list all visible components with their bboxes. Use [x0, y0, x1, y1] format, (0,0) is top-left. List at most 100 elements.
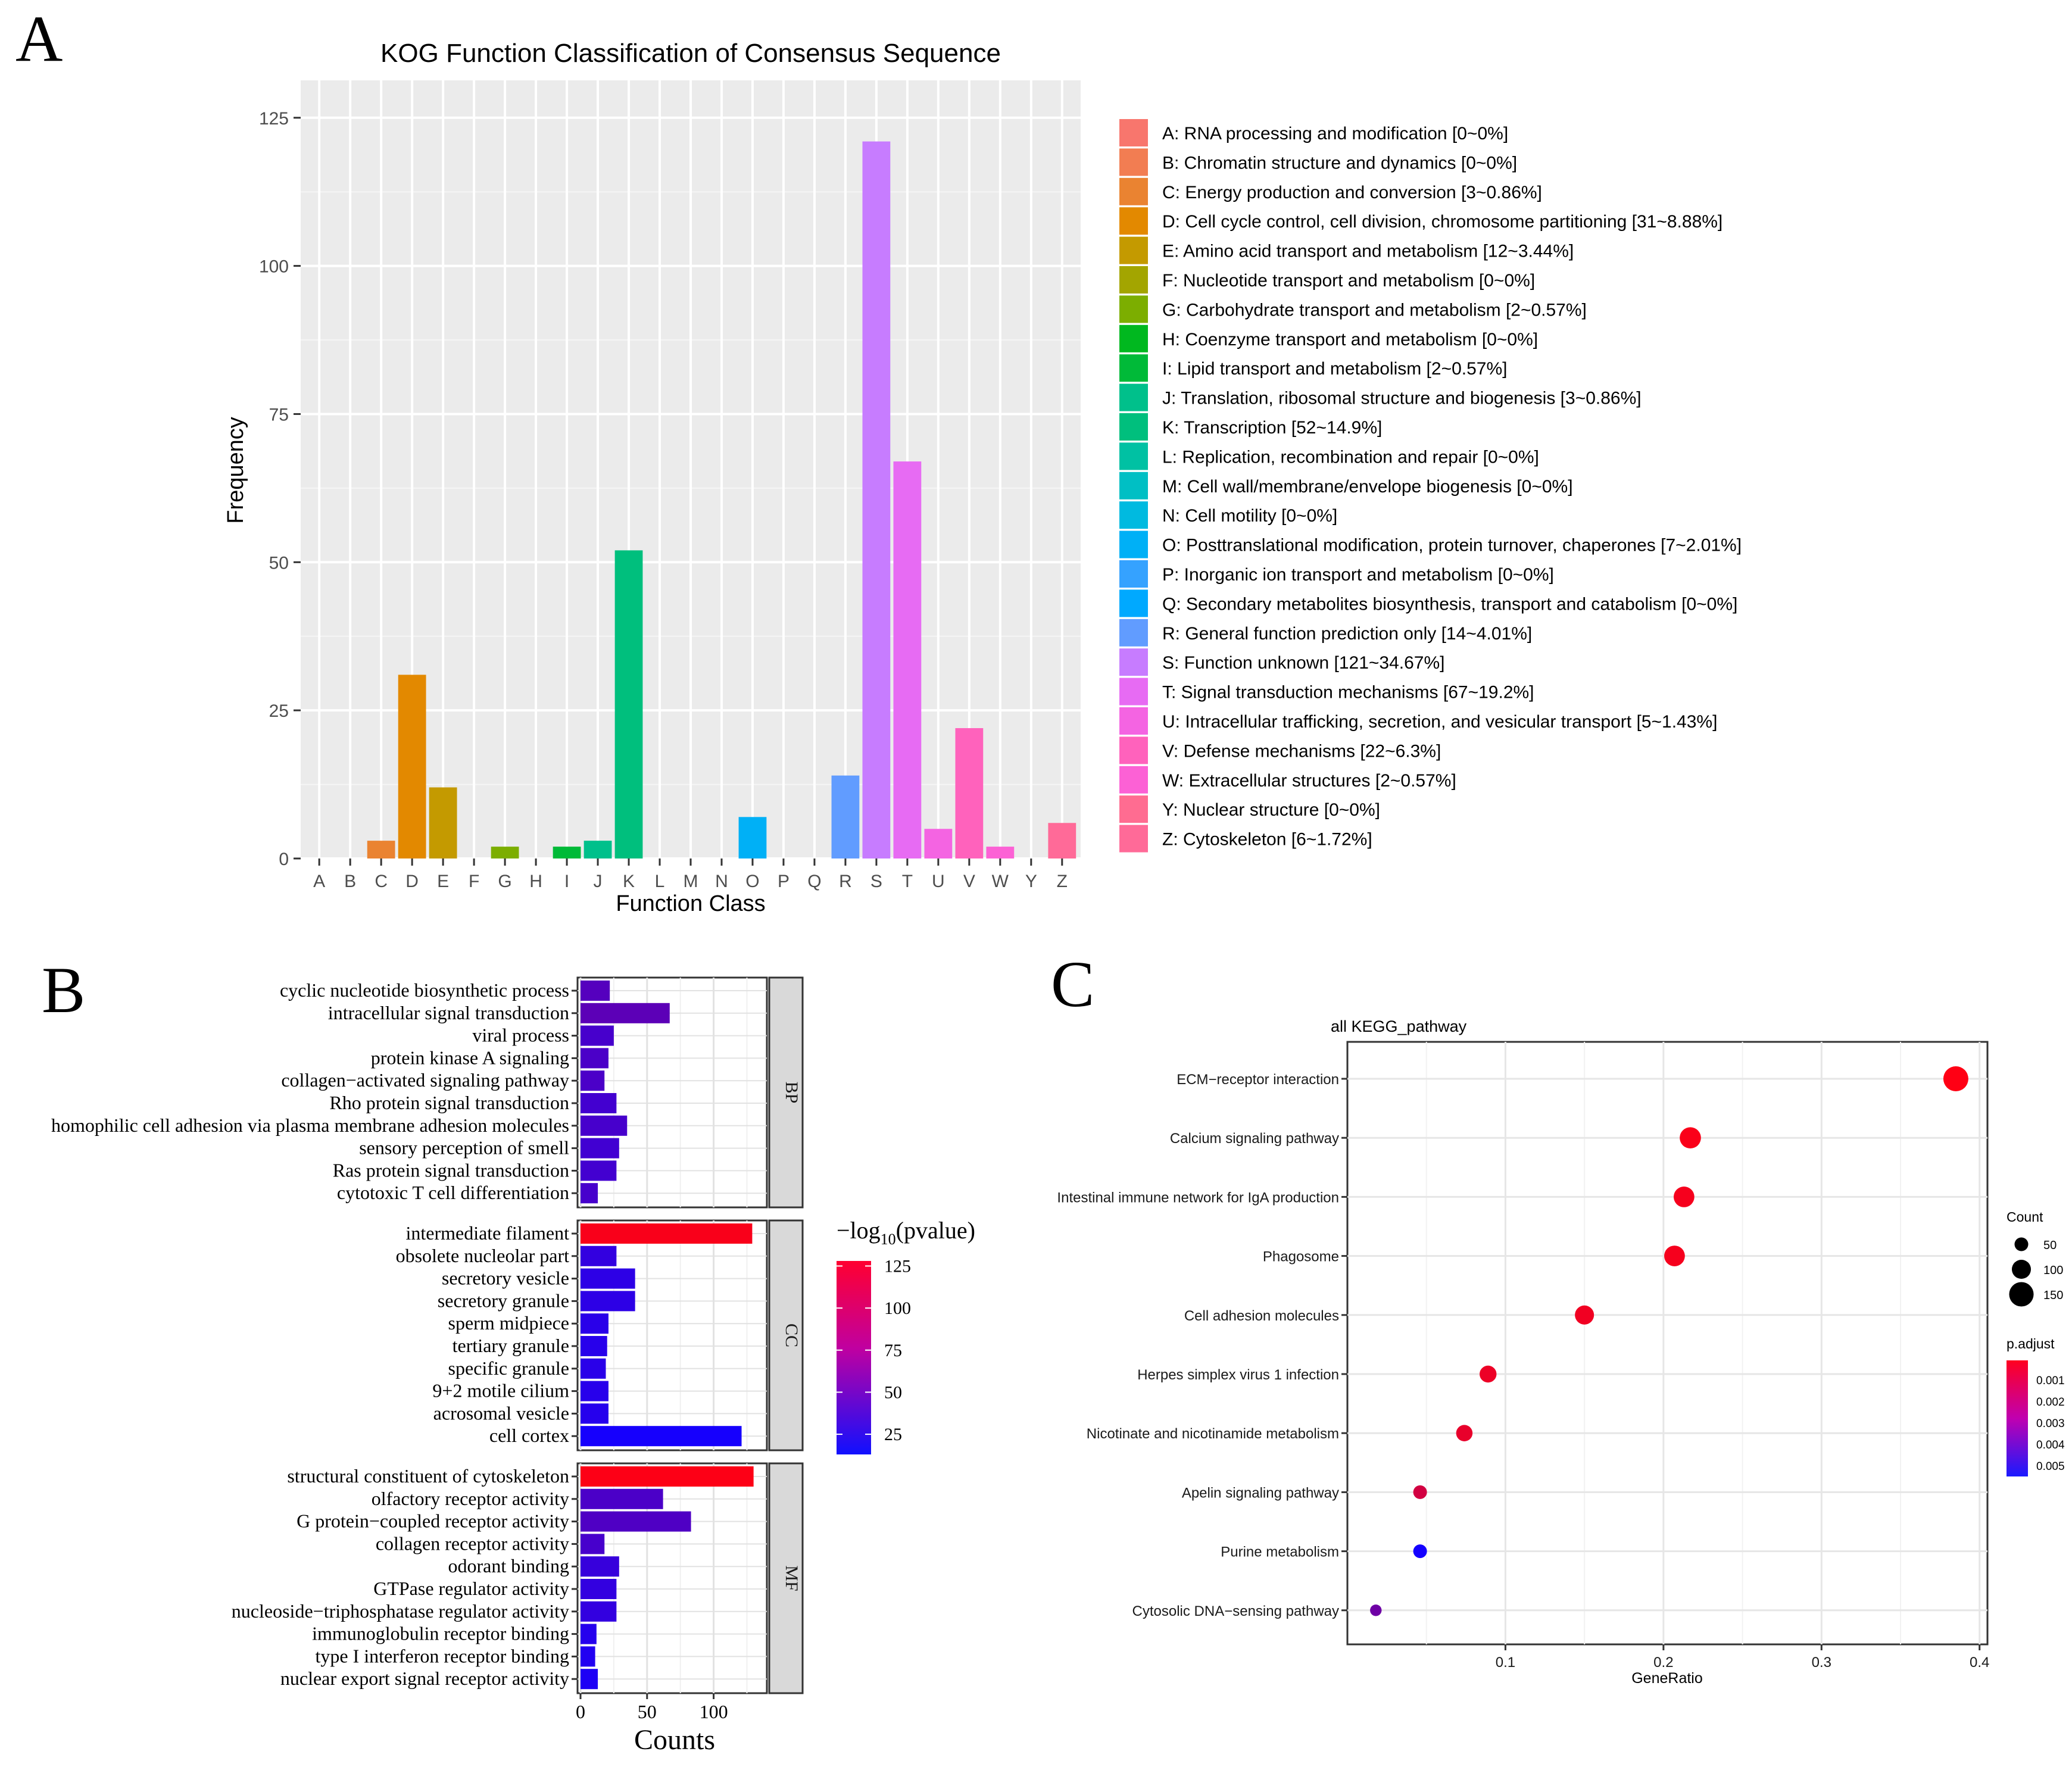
term-label: secretory granule — [438, 1290, 569, 1311]
pathway-label: Phagosome — [1263, 1249, 1339, 1265]
term-label: Rho protein signal transduction — [329, 1092, 569, 1113]
legend-swatch — [1119, 678, 1148, 705]
x-tick-label: Q — [807, 872, 821, 891]
legend-label: S: Function unknown [121~34.67%] — [1162, 653, 1445, 673]
bar-V — [955, 728, 984, 858]
x-tick-label: L — [655, 872, 665, 891]
size-legend-label: 50 — [2043, 1239, 2057, 1252]
kegg-point — [1456, 1425, 1473, 1441]
bar-E — [429, 787, 457, 858]
colorbar-tick-label: 25 — [884, 1425, 902, 1444]
facet-label: MF — [782, 1565, 801, 1591]
color-legend-title: p.adjust — [2007, 1336, 2055, 1351]
term-label: cell cortex — [489, 1425, 569, 1446]
go-bar — [581, 1335, 607, 1357]
term-label: collagen−activated signaling pathway — [281, 1069, 569, 1091]
legend-swatch — [1119, 266, 1148, 294]
color-legend-label: 0.004 — [2036, 1439, 2065, 1451]
legend-label: Q: Secondary metabolites biosynthesis, t… — [1162, 594, 1737, 614]
go-bar — [581, 1358, 606, 1379]
chart-title: all KEGG_pathway — [1331, 1017, 1467, 1035]
panel-label-a: A — [15, 2, 63, 75]
legend-swatch — [1119, 442, 1148, 470]
legend-swatch — [1119, 354, 1148, 382]
legend-label: C: Energy production and conversion [3~0… — [1162, 183, 1542, 202]
go-bar — [581, 1223, 753, 1244]
bar-S — [862, 141, 891, 859]
term-label: acrosomal vesicle — [433, 1402, 569, 1423]
facet-label: CC — [782, 1323, 801, 1347]
pathway-label: Intestinal immune network for IgA produc… — [1057, 1190, 1339, 1206]
legend-label: W: Extracellular structures [2~0.57%] — [1162, 771, 1456, 791]
go-bar — [581, 1578, 617, 1600]
kegg-point — [1575, 1305, 1594, 1325]
color-legend-label: 0.002 — [2036, 1396, 2065, 1409]
legend-swatch — [1119, 825, 1148, 853]
bar-D — [398, 675, 426, 858]
term-label: intracellular signal transduction — [328, 1002, 569, 1023]
bar-I — [553, 847, 581, 858]
x-tick-label: 100 — [700, 1701, 728, 1722]
x-tick-label: C — [375, 872, 388, 891]
kegg-point — [1673, 1187, 1695, 1207]
legend-swatch — [1119, 119, 1148, 146]
y-tick-label: 0 — [279, 850, 289, 869]
go-bar — [581, 1403, 609, 1424]
term-label: nucleoside−triphosphatase regulator acti… — [232, 1600, 569, 1622]
term-label: Ras protein signal transduction — [333, 1159, 569, 1181]
kegg-point — [1370, 1604, 1382, 1616]
go-bar — [581, 1092, 617, 1114]
legend-swatch — [1119, 236, 1148, 264]
legend-label: V: Defense mechanisms [22~6.3%] — [1162, 741, 1441, 761]
legend-label: I: Lipid transport and metabolism [2~0.5… — [1162, 359, 1508, 379]
go-bar — [581, 1003, 670, 1023]
bar-J — [583, 841, 612, 858]
chart-title: KOG Function Classification of Consensus… — [380, 39, 1001, 68]
go-bar — [581, 1138, 619, 1159]
color-legend-label: 0.003 — [2036, 1418, 2065, 1430]
legend-swatch — [1119, 589, 1148, 617]
x-tick-label: A — [313, 872, 325, 891]
term-label: cytotoxic T cell differentiation — [337, 1182, 569, 1203]
legend-swatch — [1119, 501, 1148, 529]
y-tick-label: 125 — [259, 109, 289, 129]
x-tick-label: T — [902, 872, 913, 891]
x-axis-title: GeneRatio — [1631, 1670, 1703, 1687]
pathway-label: Cytosolic DNA−sensing pathway — [1132, 1603, 1340, 1619]
legend-label: Z: Cytoskeleton [6~1.72%] — [1162, 830, 1372, 850]
legend-swatch — [1119, 324, 1148, 352]
term-label: structural constituent of cytoskeleton — [287, 1465, 569, 1487]
size-legend-dot — [2009, 1282, 2034, 1307]
x-axis-title: Counts — [634, 1724, 715, 1756]
x-tick-label: N — [715, 872, 728, 891]
bar-R — [831, 775, 860, 858]
x-tick-label: F — [469, 872, 479, 891]
x-tick-label: E — [437, 872, 449, 891]
x-tick-label: D — [405, 872, 419, 891]
go-bar — [581, 1601, 617, 1622]
x-tick-label: Y — [1025, 872, 1037, 891]
y-axis-title: Frequency — [223, 417, 248, 524]
term-label: secretory vesicle — [442, 1268, 569, 1289]
legend-swatch — [1119, 707, 1148, 735]
go-bar — [581, 1048, 609, 1069]
panel-label-b: B — [42, 954, 85, 1026]
kegg-point — [1413, 1544, 1427, 1559]
x-tick-label: 0.3 — [1812, 1654, 1831, 1671]
colorbar-tick-label: 100 — [884, 1298, 911, 1318]
panel-a-kog-chart: 0 25 50 75 100 125 A B C D E F G H I J K L M N O P Q R S T U V W Y Z KO… — [223, 39, 1742, 916]
legend-label: R: General function prediction only [14~… — [1162, 624, 1532, 644]
term-label: viral process — [472, 1025, 569, 1046]
term-label: 9+2 motile cilium — [432, 1380, 569, 1401]
legend-label: E: Amino acid transport and metabolism [… — [1162, 242, 1574, 261]
go-bar — [581, 1245, 617, 1266]
legend-swatch — [1119, 177, 1148, 205]
legend-swatch — [1119, 148, 1148, 176]
term-label: GTPase regulator activity — [373, 1578, 569, 1599]
legend-label: D: Cell cycle control, cell division, ch… — [1162, 212, 1722, 232]
go-bar — [581, 1313, 609, 1334]
legend-label: H: Coenzyme transport and metabolism [0~… — [1162, 330, 1538, 349]
x-tick-label: 0.1 — [1496, 1654, 1515, 1671]
bar-Z — [1048, 823, 1076, 858]
